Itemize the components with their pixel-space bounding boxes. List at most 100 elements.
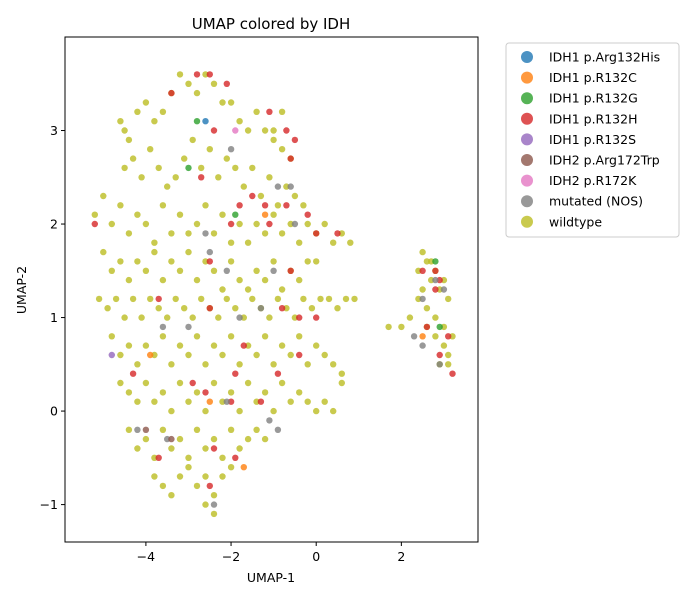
point-wildtype-15 [236,118,243,125]
point-idh1-p-r132c-2 [240,464,247,471]
point-wildtype-181 [270,407,277,415]
point-wildtype-111 [164,314,171,321]
point-wildtype-100 [296,276,303,284]
point-idh1-p-r132g-1 [185,164,192,172]
point-wildtype-103 [95,295,103,303]
point-wildtype-144 [193,333,201,340]
point-wildtype-149 [236,361,243,368]
point-wildtype-38 [240,183,247,190]
point-wildtype-33 [198,164,205,172]
point-mutated-nos-0 [227,146,235,153]
point-wildtype-124 [274,295,282,303]
point-wildtype-74 [330,239,337,246]
point-mutated-nos-1 [274,183,282,190]
point-wildtype-45 [300,202,307,209]
point-wildtype-229 [445,351,452,359]
point-wildtype-20 [278,146,286,153]
point-wildtype-176 [227,389,235,396]
point-wildtype-163 [117,379,124,387]
point-wildtype-23 [270,127,277,134]
point-wildtype-214 [219,473,226,480]
point-idh2-p-r172k-0 [232,127,239,134]
point-wildtype-56 [176,211,184,218]
point-idh1-p-r132h-39 [206,482,213,490]
point-wildtype-55 [168,230,175,237]
legend-marker-6 [521,174,533,187]
point-wildtype-193 [159,426,167,433]
point-wildtype-162 [338,379,345,387]
point-wildtype-138 [142,342,150,349]
point-idh1-p-r132h-33 [202,389,209,396]
point-wildtype-216 [202,501,209,508]
point-wildtype-202 [236,445,243,452]
point-wildtype-2 [125,136,133,144]
point-wildtype-134 [108,333,116,340]
point-wildtype-146 [210,342,218,349]
x-tick-label-0: 0 [312,549,320,564]
point-wildtype-223 [432,314,439,321]
point-wildtype-171 [185,398,192,405]
y-axis-label: UMAP-2 [14,266,29,314]
point-wildtype-54 [159,202,167,209]
point-wildtype-235 [445,295,452,303]
point-wildtype-212 [202,473,209,480]
point-wildtype-14 [227,99,235,106]
point-wildtype-148 [227,333,235,340]
point-wildtype-29 [164,183,171,190]
point-wildtype-12 [210,80,218,88]
point-wildtype-207 [159,482,167,490]
point-mutated-nos-4 [223,267,230,274]
point-wildtype-121 [249,295,256,303]
point-wildtype-51 [134,211,141,218]
legend-marker-1 [521,71,533,84]
point-mutated-nos-7 [185,323,192,331]
point-wildtype-137 [134,361,141,368]
point-wildtype-32 [189,136,196,144]
point-wildtype-101 [304,258,311,265]
point-wildtype-231 [445,361,452,368]
point-idh1-p-r132h-40 [419,267,426,274]
point-wildtype-110 [155,305,162,312]
point-wildtype-37 [232,164,239,172]
x-tick-label--2: −2 [222,549,240,564]
point-wildtype-159 [321,351,328,359]
point-wildtype-80 [125,276,133,284]
point-wildtype-22 [278,108,286,116]
legend-label-3: IDH1 p.R132H [549,111,638,126]
point-wildtype-112 [172,295,179,303]
point-wildtype-90 [210,267,218,274]
point-mutated-nos-20 [440,286,448,293]
point-wildtype-131 [334,305,341,312]
point-wildtype-189 [125,426,133,433]
point-wildtype-217 [210,510,218,518]
point-wildtype-227 [432,333,439,340]
legend-label-8: wildtype [549,214,602,229]
legend: IDH1 p.Arg132His IDH1 p.R132C IDH1 p.R132G… [505,42,680,238]
point-wildtype-41 [266,174,273,181]
point-wildtype-215 [227,464,235,471]
point-wildtype-140 [159,333,167,340]
point-wildtype-141 [168,361,175,368]
point-wildtype-26 [138,174,145,181]
legend-label-7: mutated (NOS) [549,194,643,209]
point-wildtype-9 [185,80,192,88]
point-wildtype-195 [176,435,184,443]
point-idh1-p-r132h-35 [257,398,265,405]
point-wildtype-145 [202,361,209,368]
point-wildtype-228 [440,342,448,349]
point-idh1-p-r132h-25 [296,314,303,321]
point-idh1-p-r132h-0 [193,71,201,78]
point-idh1-p-r132h-29 [189,379,196,387]
point-wildtype-184 [296,389,303,396]
point-wildtype-96 [261,276,269,284]
point-idh1-p-r132h-16 [227,220,235,228]
point-wildtype-81 [134,258,141,265]
point-wildtype-59 [202,202,209,209]
point-wildtype-196 [185,454,192,461]
point-wildtype-182 [278,379,286,387]
point-wildtype-66 [261,230,269,237]
point-wildtype-135 [117,351,124,359]
point-idh2-p-arg172trp-0 [168,435,175,443]
point-wildtype-13 [219,99,226,106]
point-idh1-p-r132g-4 [436,323,443,331]
